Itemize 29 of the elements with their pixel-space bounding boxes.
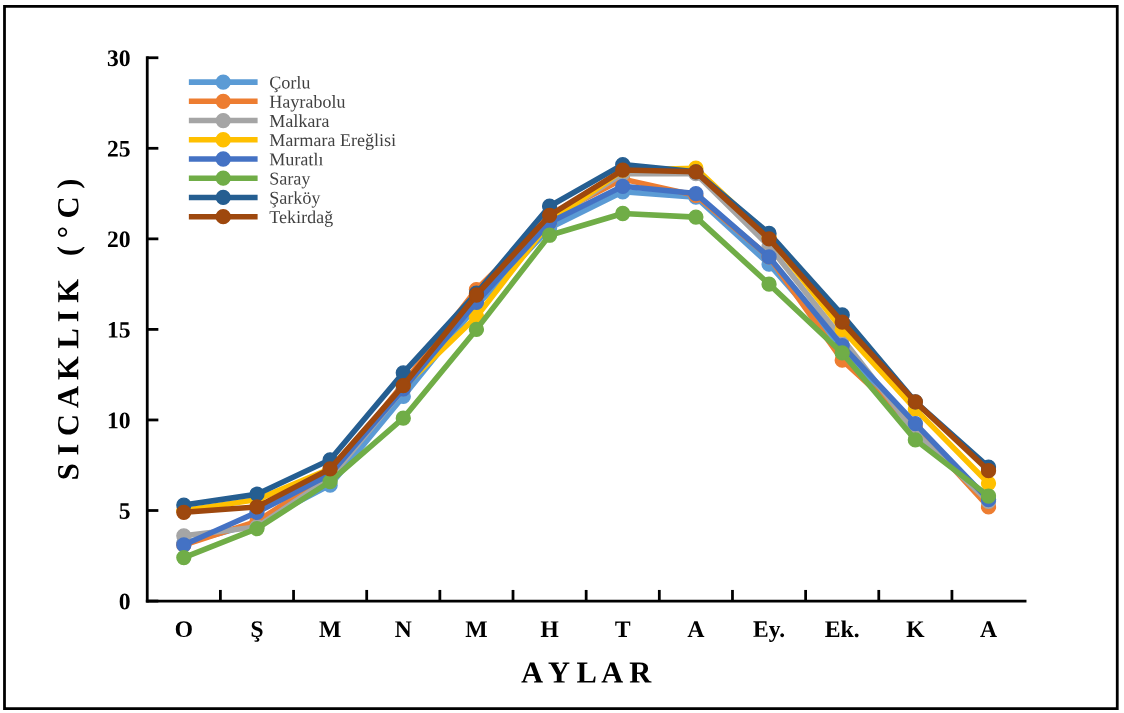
- legend-label: Şarköy: [270, 191, 321, 208]
- y-tick-label: 15: [108, 322, 130, 338]
- y-tick-label: 0: [119, 593, 130, 610]
- x-tick-label: M: [465, 621, 487, 637]
- y-tick-label: 20: [107, 231, 130, 248]
- legend-label: Çorlu: [270, 75, 311, 93]
- legend-label: Marmara Ereğlisi: [269, 133, 396, 150]
- x-tick-label: M: [319, 621, 341, 637]
- y-tick-label: 5: [119, 503, 130, 519]
- x-tick-label: Ey.: [753, 621, 785, 642]
- x-tick-label: K: [906, 621, 925, 637]
- legend-label: Tekirdağ: [269, 210, 333, 227]
- legend-label: Saray: [270, 172, 311, 189]
- x-tick-label: A: [980, 621, 997, 637]
- x-axis-title: A Y L A R: [521, 662, 652, 683]
- legend-label: Muratlı: [269, 152, 324, 166]
- x-tick-label: N: [395, 621, 412, 637]
- y-axis-title: S I C A K L I K ( ° C ): [57, 179, 85, 479]
- x-tick-label: Ek.: [825, 620, 859, 638]
- y-tick-label: 10: [108, 412, 130, 429]
- legend-label: Malkara: [269, 114, 330, 128]
- y-tick-label: 30: [107, 50, 130, 67]
- y-tick-label: 25: [107, 140, 130, 157]
- x-tick-label: O: [175, 621, 192, 638]
- x-tick-label: Ş: [251, 621, 263, 642]
- legend-label: Hayrabolu: [269, 95, 346, 112]
- x-tick-label: T: [615, 621, 631, 637]
- x-tick-label: H: [540, 621, 559, 637]
- x-tick-label: A: [687, 621, 705, 637]
